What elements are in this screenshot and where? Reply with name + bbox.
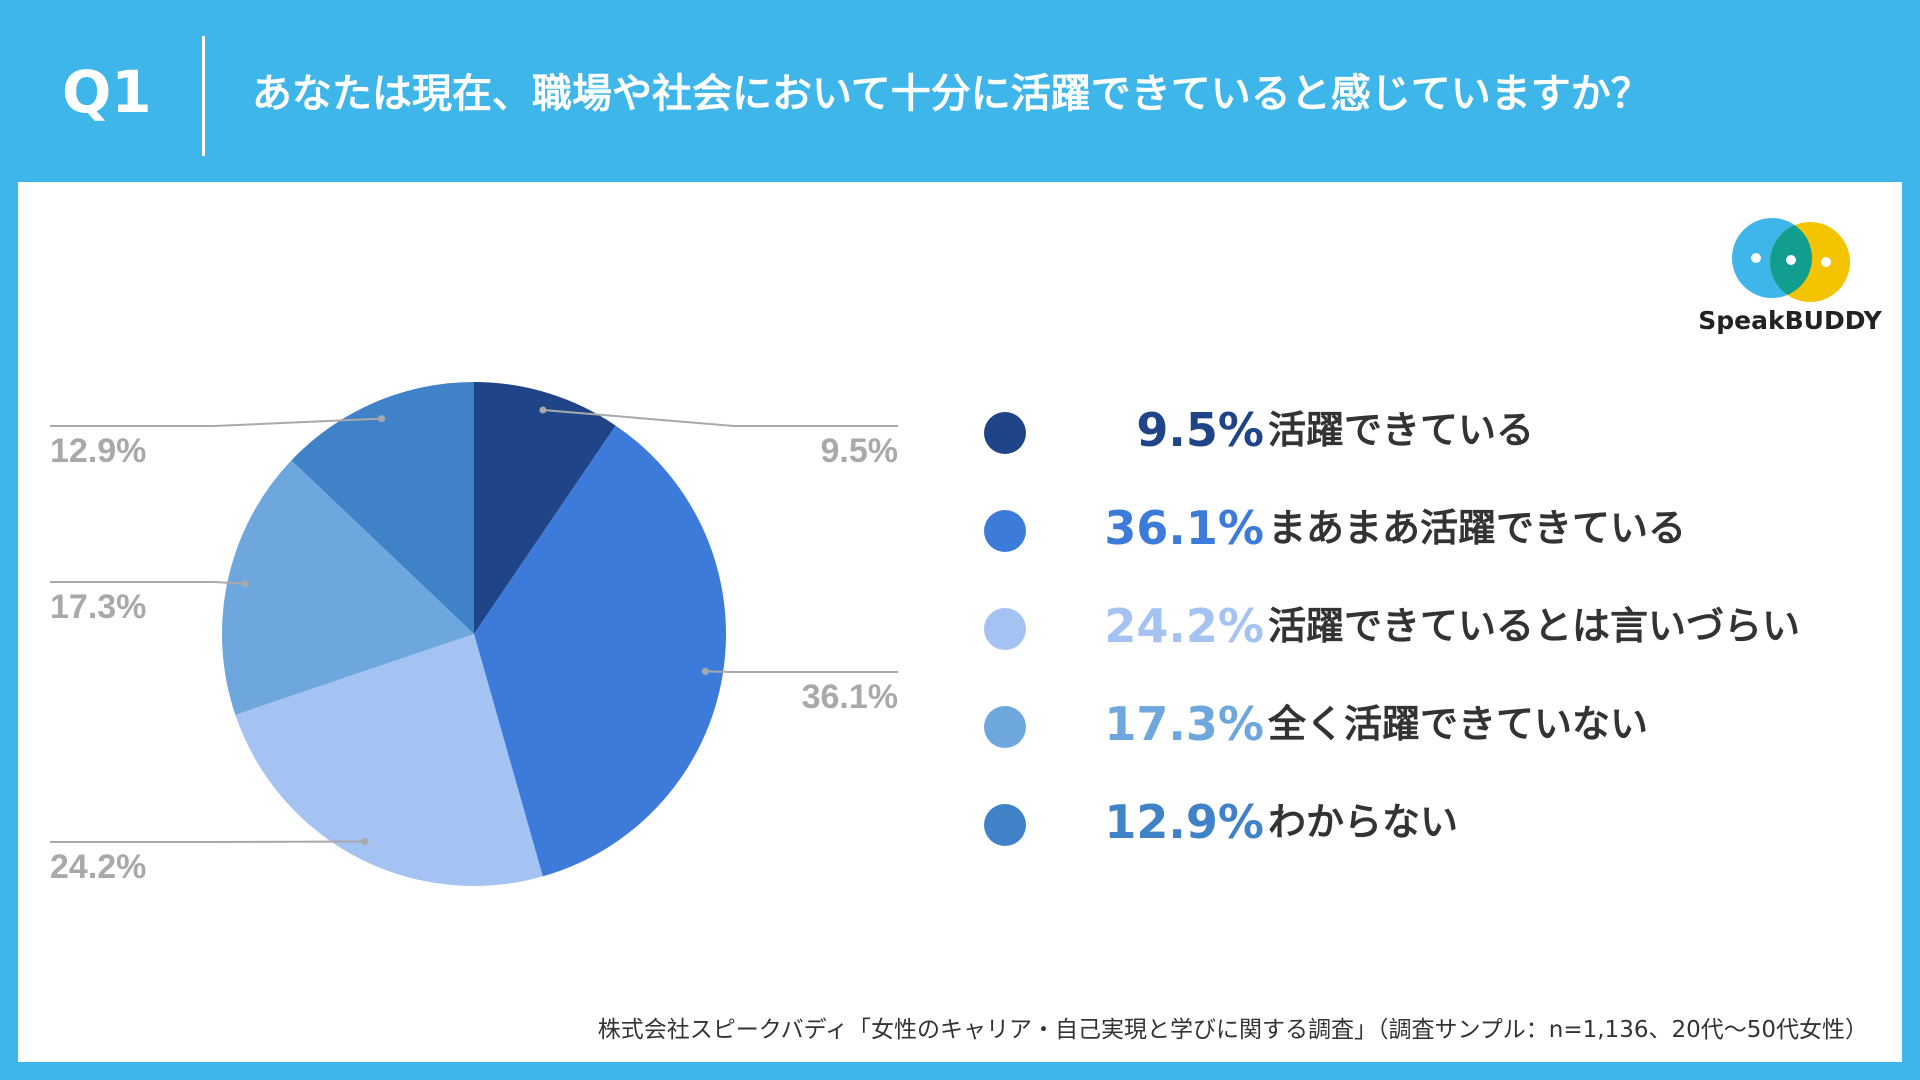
- legend-label: まあまあ活躍できている: [1268, 506, 1687, 550]
- legend-label: わからない: [1268, 800, 1459, 844]
- legend-swatch: [984, 804, 1026, 846]
- pie-slice: [235, 634, 543, 886]
- callout-dot: [241, 580, 249, 588]
- legend-value: 36.1%: [1104, 501, 1264, 555]
- legend-label: 活躍できているとは言いづらい: [1268, 604, 1801, 648]
- callout-dot: [378, 415, 386, 423]
- pie-chart: 9.5% 36.1% 24.2% 17.3% 12.9%: [50, 382, 899, 886]
- speakbuddy-logo: SpeakBUDDY: [1690, 212, 1890, 342]
- callout-line: [542, 409, 898, 427]
- speakbuddy-logo-icon: [1732, 218, 1850, 302]
- pie-slice: [221, 460, 474, 715]
- legend-label: 全く活躍できていない: [1268, 702, 1649, 746]
- question-number: Q1: [62, 58, 152, 126]
- pie-slice: [474, 425, 726, 877]
- callout-line: [705, 670, 898, 673]
- question-title: あなたは現在、職場や社会において十分に活躍できていると感じていますか？: [252, 71, 1651, 117]
- legend-swatch: [984, 412, 1026, 454]
- legend-value: 24.2%: [1104, 599, 1264, 653]
- data-label: 17.3%: [50, 588, 146, 626]
- legend-item: 24.2% 活躍できているとは言いづらい: [962, 576, 1862, 674]
- pie-callouts: 9.5% 36.1% 24.2% 17.3% 12.9%: [50, 406, 899, 886]
- logo-wordmark: SpeakBUDDY: [1698, 306, 1882, 335]
- pie-slice: [291, 382, 474, 634]
- callout-dot: [701, 667, 709, 675]
- chart-panel: 9.5% 36.1% 24.2% 17.3% 12.9% SpeakBUDDY 9.5%…: [18, 182, 1902, 1062]
- legend-swatch: [984, 510, 1026, 552]
- legend-item: 17.3% 全く活躍できていない: [962, 674, 1862, 772]
- callout-dot: [361, 837, 369, 845]
- source-note: 株式会社スピークバディ「女性のキャリア・自己実現と学びに関する調査」（調査サンプ…: [597, 1017, 1868, 1043]
- legend-swatch: [984, 608, 1026, 650]
- header-divider: [202, 36, 205, 156]
- legend-value: 9.5%: [1136, 403, 1264, 457]
- callout-line: [50, 840, 365, 843]
- header-bar: Q1 あなたは現在、職場や社会において十分に活躍できていると感じていますか？: [0, 0, 1920, 182]
- data-label: 12.9%: [50, 432, 146, 470]
- legend-label: 活躍できている: [1268, 408, 1535, 452]
- callout-dot: [539, 406, 547, 414]
- data-label: 36.1%: [802, 678, 898, 716]
- legend-value: 17.3%: [1104, 697, 1264, 751]
- callout-line: [50, 581, 246, 585]
- legend-value: 12.9%: [1104, 795, 1264, 849]
- chart-legend: 9.5% 活躍できている 36.1% まあまあ活躍できている 24.2% 活躍できていると…: [962, 380, 1862, 870]
- data-label: 24.2%: [50, 848, 146, 886]
- legend-item: 12.9% わからない: [962, 772, 1862, 870]
- data-label: 9.5%: [821, 432, 899, 470]
- callout-line: [50, 417, 382, 427]
- pie-slice: [474, 382, 616, 634]
- legend-item: 9.5% 活躍できている: [962, 380, 1862, 478]
- legend-item: 36.1% まあまあ活躍できている: [962, 478, 1862, 576]
- legend-swatch: [984, 706, 1026, 748]
- pie-slices: [221, 382, 726, 886]
